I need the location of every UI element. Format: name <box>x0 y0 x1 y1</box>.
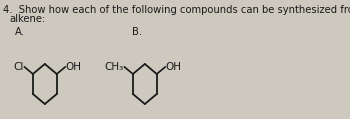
Text: alkene:: alkene: <box>10 14 46 24</box>
Text: A.: A. <box>15 27 25 37</box>
Text: CH₃: CH₃ <box>105 62 124 72</box>
Text: B.: B. <box>132 27 142 37</box>
Text: Cl: Cl <box>13 62 24 72</box>
Text: 4.  Show how each of the following compounds can be synthesized from an: 4. Show how each of the following compou… <box>4 5 350 15</box>
Text: OH: OH <box>166 62 182 72</box>
Text: OH: OH <box>66 62 82 72</box>
